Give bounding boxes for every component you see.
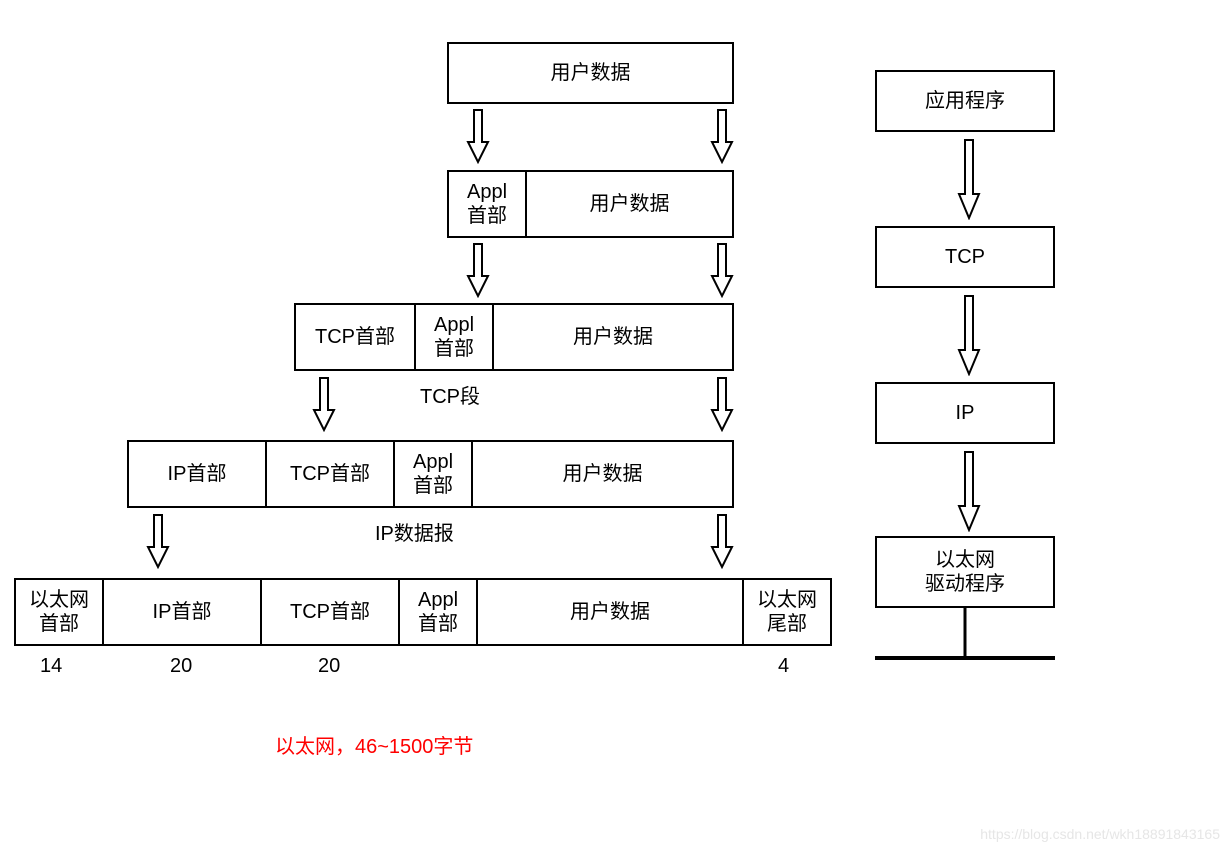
down-arrow-icon bbox=[312, 376, 336, 432]
size-s3: 20 bbox=[318, 655, 340, 678]
encap-r4c2: TCP首部 bbox=[265, 440, 395, 508]
ethernet-driver-tail bbox=[870, 608, 1060, 668]
down-arrow-icon bbox=[710, 108, 734, 164]
down-arrow-icon bbox=[957, 138, 981, 220]
encap-r5c2: IP首部 bbox=[102, 578, 262, 646]
encap-r5c3: TCP首部 bbox=[260, 578, 400, 646]
down-arrow-icon bbox=[466, 108, 490, 164]
size-s1: 14 bbox=[40, 655, 62, 678]
down-arrow-icon bbox=[710, 513, 734, 569]
size-s2: 20 bbox=[170, 655, 192, 678]
stack-n1: 应用程序 bbox=[875, 70, 1055, 132]
encap-r2c1: Appl 首部 bbox=[447, 170, 527, 238]
encap-r5c6: 以太网 尾部 bbox=[742, 578, 832, 646]
down-arrow-icon bbox=[710, 376, 734, 432]
encap-r4c3: Appl 首部 bbox=[393, 440, 473, 508]
watermark: https://blog.csdn.net/wkh18891843165 bbox=[980, 826, 1220, 842]
encap-r5c1: 以太网 首部 bbox=[14, 578, 104, 646]
encap-r3c3: 用户数据 bbox=[492, 303, 734, 371]
encap-r3c2: Appl 首部 bbox=[414, 303, 494, 371]
size-s4: 4 bbox=[778, 655, 789, 678]
down-arrow-icon bbox=[957, 294, 981, 376]
down-arrow-icon bbox=[146, 513, 170, 569]
encap-r1c1: 用户数据 bbox=[447, 42, 734, 104]
encap-r4c4: 用户数据 bbox=[471, 440, 734, 508]
down-arrow-icon bbox=[710, 242, 734, 298]
down-arrow-icon bbox=[957, 450, 981, 532]
encap-r3c1: TCP首部 bbox=[294, 303, 416, 371]
encap-r5c4: Appl 首部 bbox=[398, 578, 478, 646]
row-label-l3: TCP段 bbox=[420, 380, 480, 409]
stack-n2: TCP bbox=[875, 226, 1055, 288]
footer-note: 以太网，46~1500字节 bbox=[275, 730, 473, 759]
encap-r2c2: 用户数据 bbox=[525, 170, 734, 238]
stack-n3: IP bbox=[875, 382, 1055, 444]
row-label-l4: IP数据报 bbox=[375, 517, 454, 546]
down-arrow-icon bbox=[466, 242, 490, 298]
encap-r5c5: 用户数据 bbox=[476, 578, 744, 646]
stack-n4: 以太网 驱动程序 bbox=[875, 536, 1055, 608]
encap-r4c1: IP首部 bbox=[127, 440, 267, 508]
